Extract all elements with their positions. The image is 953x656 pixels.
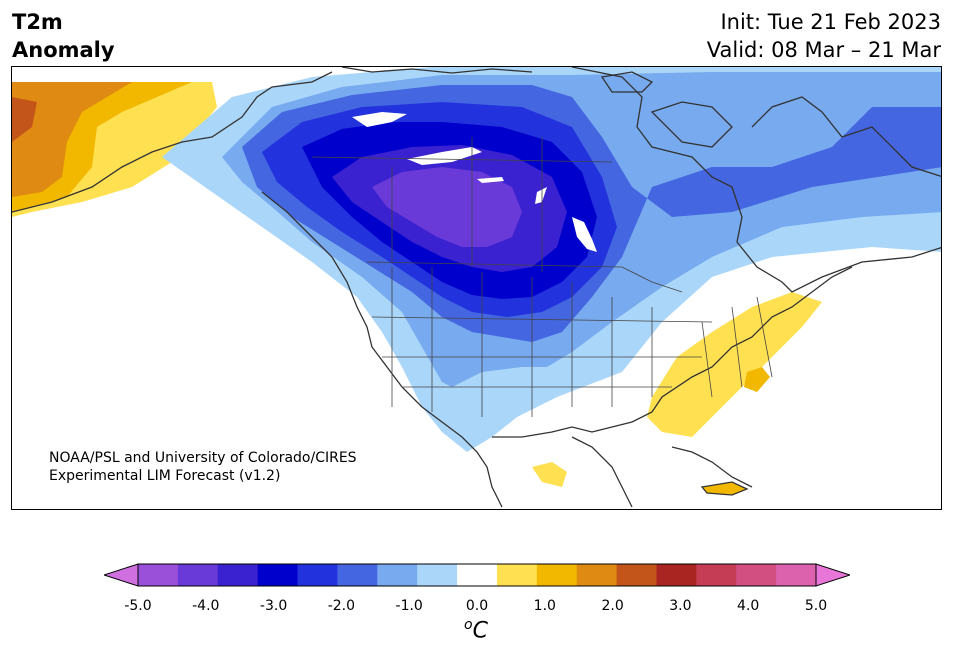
map-title: T2m Anomaly — [12, 8, 115, 64]
colorbar-segment — [616, 564, 657, 586]
colorbar-segment — [536, 564, 578, 586]
colorbar-tick-label: -3.0 — [259, 598, 288, 614]
alaska-warm-max — [12, 97, 37, 142]
colorbar-tick-label: -5.0 — [124, 598, 152, 614]
colorbar-segment — [776, 564, 817, 586]
colorbar-segment — [457, 564, 498, 586]
colorbar-segment — [656, 564, 697, 586]
colorbar-tick-label: 1.0 — [533, 598, 556, 614]
east-warm-mid — [744, 367, 770, 392]
colorbar-tick-label: -1.0 — [395, 598, 423, 614]
east-warm-light — [647, 292, 822, 437]
credit-line-2: Experimental LIM Forecast (v1.2) — [49, 468, 281, 484]
colorbar-segment — [337, 564, 378, 586]
colorbar-tick-label: 0.0 — [465, 598, 489, 614]
lake-shape — [572, 217, 597, 252]
colorbar-segment — [138, 564, 179, 586]
colorbar-segment — [377, 564, 418, 586]
colorbar-arrow-left — [104, 563, 139, 587]
cold-contour-7 — [372, 167, 522, 247]
lake-shape — [535, 187, 547, 204]
lake-shape — [407, 147, 482, 165]
colorbar-border — [137, 563, 817, 587]
colorbar-tick-label: -4.0 — [192, 598, 220, 614]
colorbar-tick-label: -2.0 — [327, 598, 356, 614]
colorbar — [104, 563, 850, 587]
colorbar-segment — [696, 564, 737, 586]
state-borders — [311, 137, 773, 417]
unit-label: oC — [464, 617, 488, 643]
colorbar-tick-label: 4.0 — [737, 598, 760, 614]
colorbar-tick-label: 5.0 — [804, 598, 828, 614]
unit-degree: o — [464, 617, 473, 633]
credit-line-1: NOAA/PSL and University of Colorado/CIRE… — [49, 450, 357, 466]
gulf-warm-patch — [532, 462, 567, 487]
colorbar-tick-label: 3.0 — [669, 598, 692, 614]
init-date: Init: Tue 21 Feb 2023 — [720, 10, 941, 34]
colorbar-segments — [138, 564, 817, 586]
unit-celsius: C — [472, 618, 488, 644]
coastlines — [12, 67, 941, 508]
colorbar-segment — [177, 564, 219, 586]
colorbar-segment — [496, 564, 538, 586]
map-svg — [12, 67, 941, 508]
colorbar-segment — [257, 564, 299, 586]
colorbar-segment — [417, 564, 458, 586]
title-line-2: Anomaly — [12, 38, 115, 62]
title-line-1: T2m — [12, 10, 63, 34]
date-info: Init: Tue 21 Feb 2023 Valid: 08 Mar – 21… — [707, 8, 941, 64]
colorbar-segment — [217, 564, 259, 586]
alaska-warm-strong — [12, 82, 132, 197]
lake-shape — [352, 112, 407, 127]
anomaly-map — [11, 66, 942, 510]
colorbar-segment — [576, 564, 618, 586]
valid-date: Valid: 08 Mar – 21 Mar — [706, 38, 941, 62]
colorbar-tick-label: 2.0 — [601, 598, 624, 614]
lake-shape — [477, 177, 504, 183]
data-credit: NOAA/PSL and University of Colorado/CIRE… — [49, 449, 357, 485]
colorbar-segment — [297, 564, 338, 586]
colorbar-arrow-right — [815, 563, 850, 587]
colorbar-segment — [736, 564, 777, 586]
